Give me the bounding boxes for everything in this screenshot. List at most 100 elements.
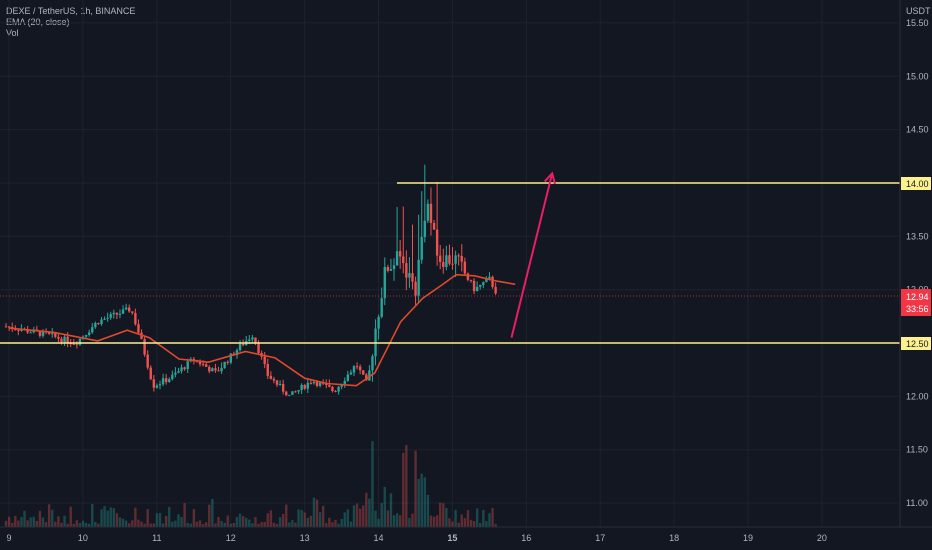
price-tick-label: 11.00 [906, 498, 928, 508]
volume-bar [460, 514, 463, 527]
candle-body [131, 311, 134, 313]
volume-bar [32, 516, 35, 527]
candle-body [272, 378, 276, 381]
candle-body [124, 307, 128, 310]
volume-bar [241, 516, 245, 527]
volume-bar [312, 497, 316, 527]
volume-bar [75, 520, 79, 527]
candle-body [54, 333, 57, 337]
volume-bar [426, 494, 430, 527]
candle-body [371, 356, 374, 371]
candle-body [87, 332, 91, 335]
candle-body [164, 378, 168, 382]
volume-bar [260, 522, 263, 527]
candle-body [423, 220, 427, 237]
volume-bar [346, 509, 350, 527]
legend-volume[interactable]: Vol [6, 28, 19, 38]
legend-symbol[interactable]: DEXE / TetherUS, 1h, BINANCE [6, 6, 136, 16]
volume-bar [4, 520, 8, 527]
time-tick-label: 10 [78, 533, 88, 543]
volume-bar [245, 517, 248, 527]
candle-body [158, 384, 162, 386]
volume-bar [294, 522, 297, 527]
volume-bar [325, 523, 328, 527]
candle-body [494, 286, 497, 294]
volume-bar [186, 522, 189, 527]
volume-bar [7, 516, 11, 527]
candle-body [482, 282, 485, 285]
volume-bar [358, 508, 362, 527]
candle-body [383, 267, 386, 299]
volume-bar [405, 445, 408, 527]
volume-bar [365, 492, 368, 527]
candle-body [4, 326, 8, 328]
volume-bar [204, 522, 208, 527]
volume-bar [417, 478, 420, 527]
volume-bar [208, 504, 211, 527]
candle-body [41, 330, 45, 336]
volume-bar [14, 515, 17, 527]
volume-bar [485, 521, 488, 527]
candle-body [72, 343, 75, 345]
volume-bar [11, 522, 14, 527]
price-axis[interactable]: USDT 11.0011.5012.0012.5013.0013.5014.00… [906, 6, 931, 508]
volume-bar [451, 521, 454, 527]
volume-bar [432, 516, 436, 527]
volume-bar [457, 522, 460, 527]
volume-bar [275, 523, 279, 527]
legend-ema[interactable]: EMA (20, close) [6, 17, 70, 27]
candle-body [377, 316, 380, 329]
candle-body [488, 276, 491, 279]
candle-body [143, 338, 146, 355]
time-tick-label: 12 [226, 533, 236, 543]
candle-body [91, 327, 94, 333]
candle-body [177, 371, 180, 373]
volume-bar [198, 520, 202, 527]
volume-bar [223, 522, 226, 527]
volume-bar [60, 522, 63, 527]
candle-body [254, 337, 257, 343]
volume-bar [395, 513, 399, 527]
candle-body [340, 384, 343, 387]
price-tick-label: 11.50 [906, 445, 928, 455]
volume-bar [106, 510, 109, 527]
time-tick-label: 13 [300, 533, 310, 543]
volume-bar [146, 509, 149, 527]
candle-body [442, 261, 445, 268]
candle-body [479, 284, 482, 287]
candle-body [414, 281, 417, 296]
level-high-tag: 14.00 [906, 179, 929, 189]
volume-bar [35, 520, 39, 527]
volume-bar [47, 504, 51, 527]
volume-bar [229, 523, 233, 527]
volume-bar [448, 518, 451, 527]
volume-bar [349, 521, 353, 527]
arrow-head[interactable] [543, 171, 556, 185]
volume-bar [143, 523, 146, 527]
volume-bar [491, 507, 494, 527]
volume-bar [318, 512, 322, 527]
volume-bar [161, 523, 165, 527]
candle-body [454, 255, 457, 264]
level-low-tag: 12.50 [906, 339, 929, 349]
candle-body [214, 368, 217, 371]
last-price-tag: 12.94 [906, 292, 929, 302]
volume-bar [94, 521, 97, 527]
level-high-tag-bg [901, 177, 931, 190]
time-axis[interactable]: 9 10 11 12 13 14 15 16 17 18 19 20 [6, 533, 826, 543]
candle-body [171, 374, 174, 380]
candle-body [269, 375, 273, 379]
candle-body [220, 367, 223, 372]
annotation-arrow[interactable] [510, 171, 556, 338]
volume-bar [81, 520, 85, 527]
volume-bar [439, 502, 442, 527]
volume-bar [189, 523, 192, 527]
levels[interactable] [0, 182, 900, 344]
volume-bar [41, 517, 45, 527]
volume-bar [69, 506, 72, 527]
volume-bar [214, 523, 217, 527]
time-tick-label: 11 [152, 533, 161, 543]
arrow-shaft[interactable] [510, 173, 554, 338]
volume-bar [355, 503, 359, 527]
